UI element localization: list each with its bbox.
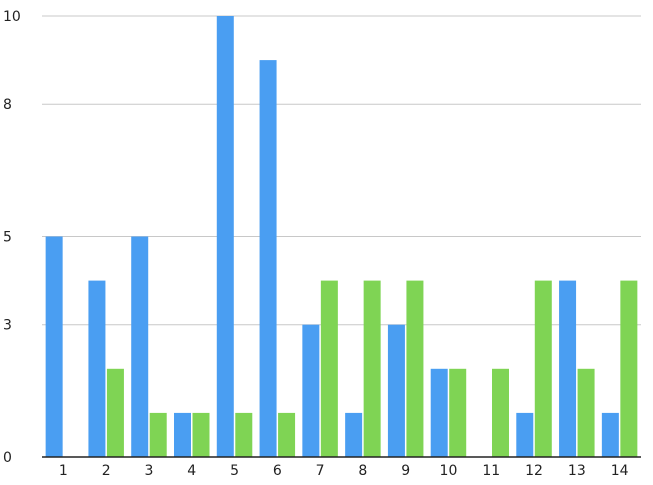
bar-series-1 xyxy=(516,412,534,457)
bar-series-2 xyxy=(235,412,253,457)
bar-series-1 xyxy=(216,16,234,457)
bar-series-2 xyxy=(278,412,296,457)
x-tick-label: 9 xyxy=(401,463,410,479)
bar-series-1 xyxy=(45,236,63,457)
x-tick-label: 4 xyxy=(187,463,196,479)
bar-series-1 xyxy=(88,280,106,457)
x-tick-label: 13 xyxy=(568,463,586,479)
x-tick-label: 3 xyxy=(145,463,154,479)
bar-series-2 xyxy=(492,368,509,457)
bar-series-1 xyxy=(174,412,191,457)
bar-series-2 xyxy=(149,412,167,457)
bar-series-1 xyxy=(387,324,405,457)
y-tick-label: 5 xyxy=(3,230,12,246)
x-axis-labels: 1 2 3 4 5 6 7 8 9 10 11 12 13 14 xyxy=(59,463,629,479)
y-tick-label: 10 xyxy=(3,9,21,25)
bar-series-2 xyxy=(406,280,424,457)
x-tick-label: 12 xyxy=(525,463,543,479)
x-tick-label: 1 xyxy=(59,463,68,479)
x-tick-label: 10 xyxy=(440,463,458,479)
bar-series-2 xyxy=(106,368,124,457)
bar-series-1 xyxy=(559,280,577,457)
bar-series-2 xyxy=(192,412,210,457)
x-tick-label: 8 xyxy=(358,463,367,479)
bars xyxy=(45,16,638,457)
y-tick-label: 3 xyxy=(3,318,12,334)
bar-series-2 xyxy=(363,280,381,457)
x-tick-label: 7 xyxy=(316,463,325,479)
bar-series-2 xyxy=(320,280,338,457)
bar-series-2 xyxy=(577,368,595,457)
bar-series-1 xyxy=(131,236,149,457)
bar-series-2 xyxy=(620,280,638,457)
bar-series-1 xyxy=(259,60,277,457)
x-tick-label: 5 xyxy=(230,463,239,479)
bar-series-2 xyxy=(449,368,467,457)
x-tick-label: 14 xyxy=(611,463,629,479)
y-tick-label: 0 xyxy=(3,450,12,466)
bar-series-2 xyxy=(534,280,552,457)
bar-series-1 xyxy=(430,368,448,457)
y-tick-label: 8 xyxy=(3,97,12,113)
x-tick-label: 2 xyxy=(102,463,111,479)
x-tick-label: 6 xyxy=(273,463,282,479)
x-tick-label: 11 xyxy=(482,463,500,479)
y-axis-labels: 0 3 5 8 10 xyxy=(3,9,21,466)
bar-series-1 xyxy=(302,324,320,457)
bar-series-1 xyxy=(601,412,619,457)
bar-series-1 xyxy=(345,412,363,457)
